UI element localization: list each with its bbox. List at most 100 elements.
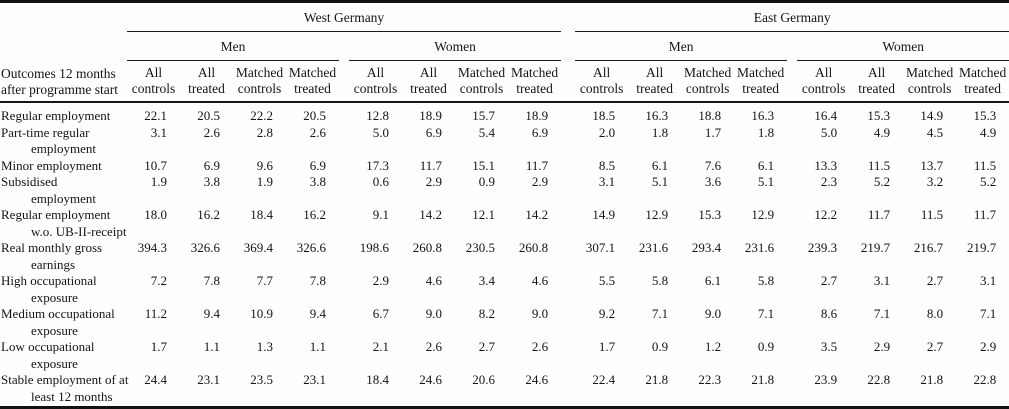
value-cell: 231.6 [744, 240, 775, 255]
column-header: All treated [850, 61, 904, 103]
value-cell: 21.8 [920, 372, 944, 387]
row-label-line: Subsidised [1, 174, 58, 189]
value-cell: 4.6 [531, 273, 549, 288]
value-cell: 3.4 [478, 273, 495, 288]
value-cell: 260.8 [412, 240, 442, 255]
column-gap [787, 207, 797, 240]
value-cell: 22.8 [867, 372, 891, 387]
value-cell: 22.3 [698, 372, 722, 387]
row-label-line: Regular employment [1, 108, 111, 123]
gender-label: Women [349, 39, 562, 61]
value-cell: 20.5 [197, 108, 220, 123]
column-header: Matched controls [681, 61, 735, 103]
value-cell: 5.4 [478, 124, 495, 140]
table-row: Low occupational exposure 1.7 1.1 1.3 1.1 2.1 2… [0, 339, 1009, 372]
row-label-line: Regular employment [1, 207, 111, 222]
value-cell: 2.0 [598, 124, 616, 140]
value-cell: 0.9 [478, 174, 495, 189]
value-cell: 10.9 [250, 306, 273, 321]
value-cell: 1.3 [256, 339, 273, 354]
region-header-east: East Germany [575, 3, 1009, 32]
value-cell: 7.8 [309, 273, 326, 288]
value-cell: 11.7 [525, 157, 549, 173]
column-gap [339, 273, 349, 306]
value-cell: 9.0 [704, 306, 722, 321]
value-cell: 9.0 [425, 306, 442, 321]
column-gap [787, 339, 797, 372]
table-row: Minor employment 10.7 6.9 9.6 6.9 17.3 11.7 15.… [0, 158, 1009, 175]
value-cell: 14.2 [419, 207, 442, 222]
column-header: Matched treated [286, 61, 339, 103]
value-cell: 6.9 [203, 157, 220, 173]
table-row: Real monthly gross earnings 394.3 326.6 369.… [0, 240, 1009, 273]
column-gap [339, 207, 349, 240]
value-cell: 6.1 [651, 157, 669, 173]
value-cell: 5.2 [979, 174, 997, 189]
column-gap [787, 32, 797, 61]
value-cell: 2.7 [926, 273, 944, 288]
row-label-continuation: exposure [31, 322, 78, 338]
value-cell: 4.9 [873, 124, 891, 140]
row-label-line: Low occupational [1, 339, 95, 354]
value-cell: 15.1 [472, 157, 495, 173]
value-cell: 6.1 [757, 157, 775, 173]
stub-header-line1: Outcomes 12 months [1, 66, 116, 81]
value-cell: 5.8 [757, 273, 775, 288]
value-cell: 18.9 [525, 108, 549, 123]
value-cell: 15.3 [973, 108, 997, 123]
value-cell: 2.7 [926, 339, 944, 354]
value-cell: 6.9 [425, 124, 442, 140]
column-gap [561, 32, 575, 61]
value-cell: 5.0 [372, 124, 389, 140]
value-cell: 3.6 [704, 174, 722, 189]
column-gap [561, 3, 575, 32]
gender-label: Women [797, 39, 1009, 61]
value-cell: 11.7 [867, 207, 891, 222]
value-cell: 18.4 [250, 207, 273, 222]
row-label: Minor employment [0, 158, 127, 175]
region-header-west: West Germany [127, 3, 562, 32]
value-cell: 12.8 [366, 108, 389, 123]
value-cell: 1.8 [651, 124, 669, 140]
value-cell: 9.4 [203, 306, 220, 321]
region-label-east: East Germany [575, 10, 1009, 32]
value-cell: 1.8 [757, 124, 775, 140]
column-header: Matched treated [734, 61, 788, 103]
gender-header-east-women: Women [797, 32, 1009, 61]
value-cell: 23.5 [250, 372, 273, 387]
table-row: Regular employment 22.1 20.5 22.2 20.5 12.8 18… [0, 102, 1009, 125]
value-cell: 6.9 [309, 157, 326, 173]
column-gap [561, 207, 575, 240]
column-gap [339, 102, 349, 125]
column-header: Matched controls [233, 61, 286, 103]
value-cell: 11.7 [973, 207, 997, 222]
row-label-continuation: earnings [31, 256, 76, 272]
row-label-line: High occupational [1, 273, 97, 288]
value-cell: 3.8 [309, 174, 326, 189]
value-cell: 6.7 [372, 306, 389, 321]
row-label-line: Minor employment [1, 157, 102, 173]
column-gap [339, 306, 349, 339]
column-header: Matched controls [903, 61, 957, 103]
value-cell: 1.1 [309, 339, 326, 354]
row-label: Subsidised employment [0, 174, 127, 207]
value-cell: 11.2 [144, 306, 167, 321]
column-gap [339, 240, 349, 273]
value-cell: 12.9 [751, 207, 775, 222]
value-cell: 15.7 [472, 108, 495, 123]
value-cell: 2.6 [309, 124, 326, 140]
value-cell: 22.4 [592, 372, 616, 387]
column-header: All controls [349, 61, 402, 103]
value-cell: 260.8 [518, 240, 549, 255]
value-cell: 5.1 [757, 174, 775, 189]
value-cell: 20.6 [472, 372, 495, 387]
row-label: Low occupational exposure [0, 339, 127, 372]
value-cell: 2.7 [478, 339, 495, 354]
column-gap [339, 158, 349, 175]
column-header: Matched treated [956, 61, 1009, 103]
value-cell: 1.9 [256, 174, 273, 189]
value-cell: 0.9 [757, 339, 775, 354]
column-gap [339, 372, 349, 405]
row-label-continuation: employment [31, 141, 96, 156]
value-cell: 22.1 [144, 108, 167, 123]
